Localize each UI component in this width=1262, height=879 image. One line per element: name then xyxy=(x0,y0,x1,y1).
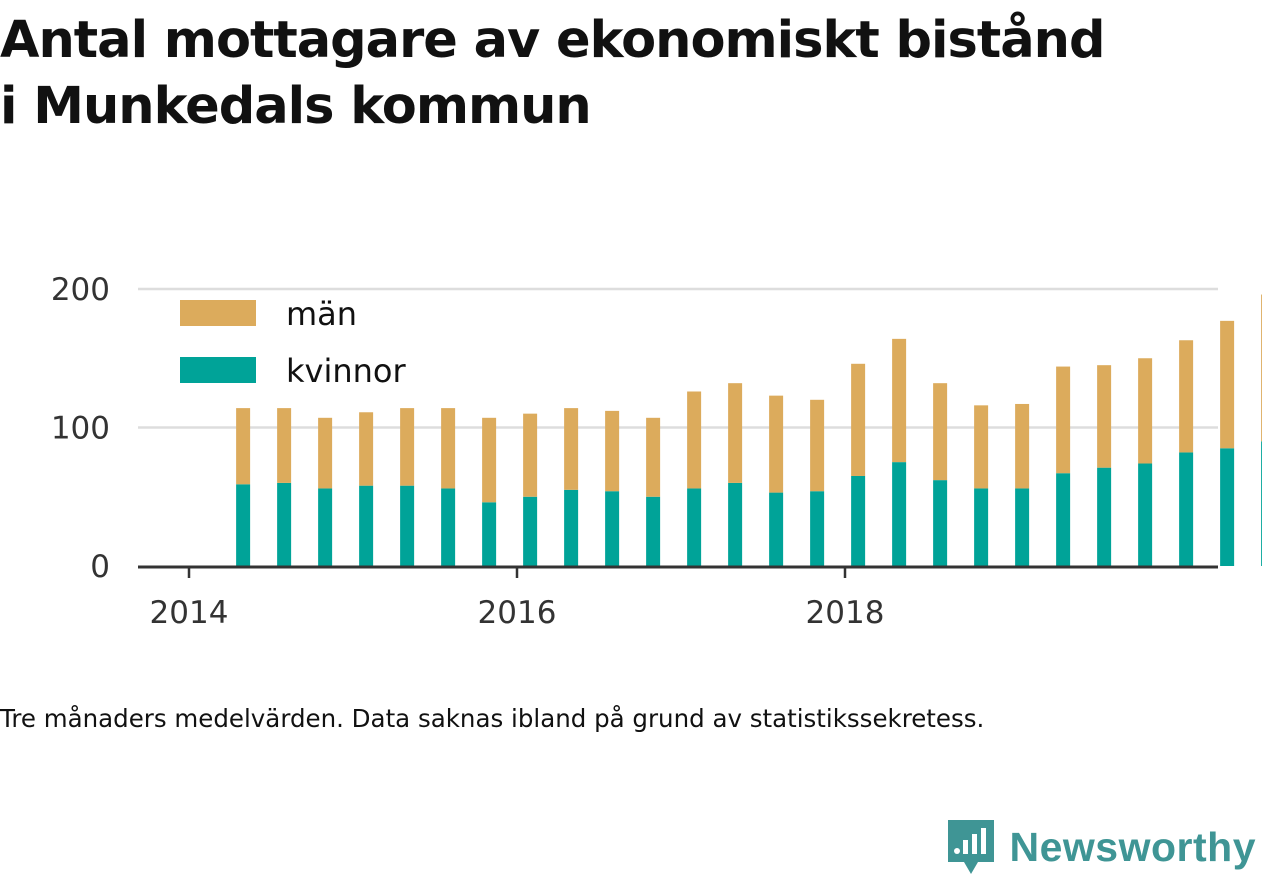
bar-kvinnor xyxy=(1056,473,1071,566)
bar-man xyxy=(523,413,538,497)
bar-kvinnor xyxy=(277,482,292,566)
bar-kvinnor xyxy=(318,488,333,566)
x-tick-label: 2018 xyxy=(806,595,885,631)
bar-man xyxy=(236,408,251,485)
bar-kvinnor xyxy=(1179,452,1194,566)
legend: män kvinnor xyxy=(164,291,434,399)
y-tick-label: 200 xyxy=(51,272,110,308)
bar-man xyxy=(318,417,333,489)
bar-man xyxy=(1097,365,1112,468)
bar-man xyxy=(810,399,825,492)
bar-man xyxy=(482,417,497,503)
bar-man xyxy=(441,408,456,489)
chart-title-line-1: Antal mottagare av ekonomiskt bistånd xyxy=(0,11,1106,70)
bar-kvinnor xyxy=(400,485,415,566)
legend-swatch-man xyxy=(180,300,256,326)
bar-kvinnor xyxy=(1097,467,1112,566)
bar-kvinnor xyxy=(605,491,620,566)
bar-kvinnor xyxy=(933,480,948,566)
axes: 0100200201420162018202120232025 xyxy=(51,272,1218,631)
bar-kvinnor xyxy=(359,485,374,566)
bar-man xyxy=(687,391,702,489)
chart-title: Antal mottagare av ekonomiskt bistånd i … xyxy=(0,8,1262,140)
bar-man xyxy=(974,405,989,489)
bar-man xyxy=(646,417,661,497)
caption: Tre månaders medelvärden. Data saknas ib… xyxy=(0,704,985,733)
grid-lines xyxy=(138,287,1218,429)
bar-kvinnor xyxy=(1220,448,1235,566)
newsworthy-logo-icon xyxy=(947,820,994,874)
bar-man xyxy=(1138,358,1153,464)
chart: 0100200201420162018202120232025 mänkvinn… xyxy=(51,272,1262,631)
legend-label-kvinnor: kvinnor xyxy=(286,352,407,390)
bar-man xyxy=(277,408,292,483)
x-tick-label: 2014 xyxy=(150,595,229,631)
bar-kvinnor xyxy=(441,488,456,566)
bar-man xyxy=(933,383,948,481)
bar-kvinnor xyxy=(810,491,825,566)
brand-logo: Newsworthy xyxy=(946,818,1257,876)
bar-man xyxy=(892,338,907,463)
legend-label-man: män xyxy=(286,295,357,333)
bar-kvinnor xyxy=(646,496,661,566)
bar-kvinnor xyxy=(892,462,907,566)
bar-kvinnor xyxy=(974,488,989,566)
bar-kvinnor xyxy=(851,475,866,566)
bar-man xyxy=(564,408,579,490)
bar-kvinnor xyxy=(769,492,784,566)
bar-man xyxy=(728,383,743,483)
bar-kvinnor xyxy=(482,502,497,566)
bar-kvinnor xyxy=(687,488,702,566)
bar-kvinnor xyxy=(1138,463,1153,566)
bar-man xyxy=(851,363,866,476)
legend-swatch-kvinnor xyxy=(180,357,256,383)
bar-man xyxy=(1056,366,1071,474)
bar-man xyxy=(1220,320,1235,449)
brand-name: Newsworthy xyxy=(1009,823,1256,870)
bar-kvinnor xyxy=(1015,488,1030,566)
bar-man xyxy=(359,412,374,486)
chart-title-line-2: i Munkedals kommun xyxy=(0,77,592,136)
x-tick-label: 2016 xyxy=(478,595,557,631)
bar-man xyxy=(1179,340,1194,453)
y-tick-label: 100 xyxy=(51,411,110,447)
bar-kvinnor xyxy=(236,484,251,566)
bar-man xyxy=(400,408,415,486)
bar-man xyxy=(769,395,784,493)
bar-kvinnor xyxy=(728,482,743,566)
bar-man xyxy=(605,410,620,492)
bar-kvinnor xyxy=(523,496,538,566)
y-tick-label: 0 xyxy=(90,549,110,585)
bar-kvinnor xyxy=(564,489,579,566)
bar-man xyxy=(1015,403,1030,489)
bars xyxy=(236,294,1262,566)
